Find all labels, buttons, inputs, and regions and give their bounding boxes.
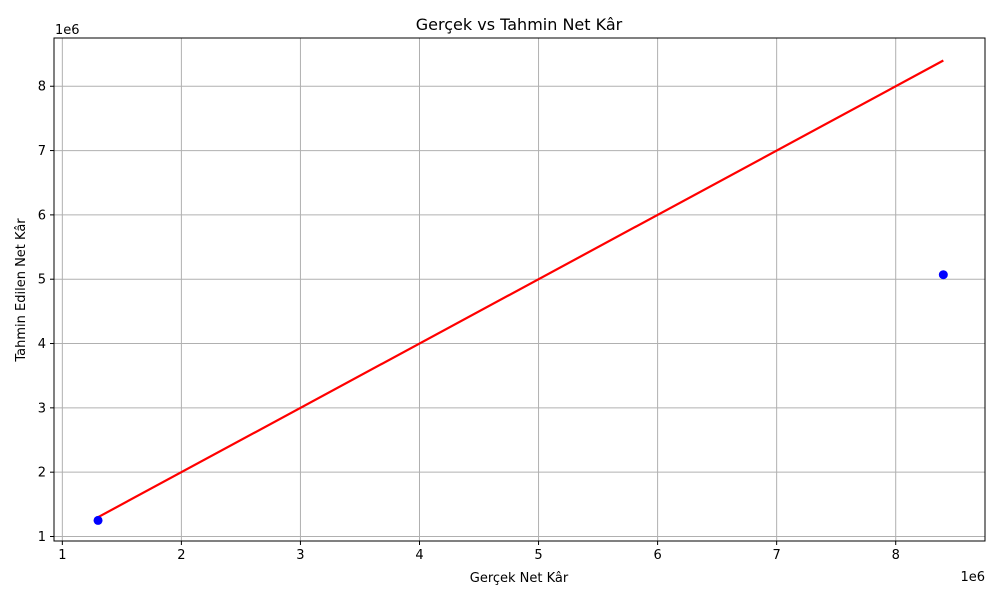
y-tick-label: 4 <box>38 337 46 352</box>
y-tick-label: 2 <box>38 466 46 481</box>
reference-line <box>97 59 944 519</box>
y-tick-label: 5 <box>38 273 46 288</box>
x-tick-label: 4 <box>415 548 423 563</box>
y-offset-label: 1e6 <box>55 23 80 38</box>
chart-title: Gerçek vs Tahmin Net Kâr <box>416 15 623 34</box>
x-tick-label: 1 <box>58 548 66 563</box>
grid <box>54 38 985 541</box>
y-tick-label: 8 <box>38 80 46 95</box>
y-tick-label: 1 <box>38 530 46 545</box>
x-tick-label: 5 <box>534 548 542 563</box>
data-layer <box>93 59 948 525</box>
scatter-point <box>93 515 103 525</box>
x-tick-label: 2 <box>177 548 185 563</box>
ticks: 1 2 3 4 5 6 7 8 1 2 3 4 5 6 7 8 <box>38 80 900 563</box>
x-axis-label: Gerçek Net Kâr <box>470 571 569 586</box>
y-axis-label: Tahmin Edilen Net Kâr <box>14 218 29 363</box>
y-tick-label: 6 <box>38 208 46 223</box>
scatter-point <box>938 270 948 280</box>
x-tick-label: 6 <box>653 548 661 563</box>
x-offset-label: 1e6 <box>960 570 985 585</box>
plot-area-frame <box>53 37 986 542</box>
x-tick-label: 8 <box>892 548 900 563</box>
x-tick-label: 3 <box>296 548 304 563</box>
x-tick-label: 7 <box>773 548 781 563</box>
y-tick-label: 7 <box>38 144 46 159</box>
y-tick-label: 3 <box>38 401 46 416</box>
